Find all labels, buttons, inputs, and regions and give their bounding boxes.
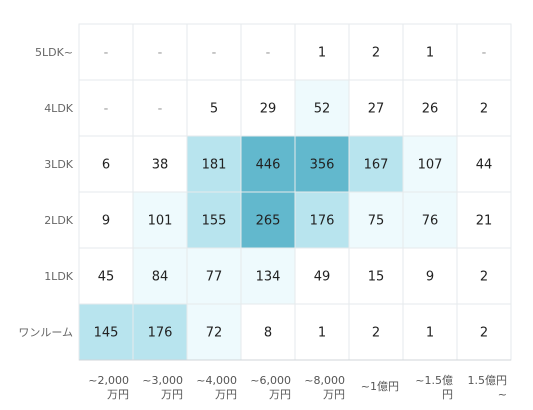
heatmap-cell: [294, 135, 350, 193]
column-label: ~4,000 万円: [196, 374, 237, 401]
heatmap-cell: [132, 79, 188, 137]
heatmap-cell: [132, 23, 188, 81]
row-label: 3LDK: [44, 158, 74, 171]
cell-value-label: 75: [368, 214, 385, 229]
heatmap-cell: [402, 135, 458, 193]
cell-value-label: 15: [368, 270, 385, 285]
heatmap-cell: [294, 303, 350, 361]
heatmap-cell: [456, 79, 512, 137]
cell-value-label: 29: [260, 102, 277, 117]
cell-value-label: -: [158, 46, 163, 61]
row-label: 1LDK: [44, 270, 74, 283]
heatmap-cell: [456, 23, 512, 81]
cell-value-label: 27: [368, 102, 385, 117]
cell-value-label: 155: [202, 214, 227, 229]
cell-value-label: 1: [426, 46, 434, 61]
heatmap-cell: [186, 23, 242, 81]
cell-value-label: 1: [318, 326, 326, 341]
cell-value-label: -: [158, 102, 163, 117]
heatmap-cell: [132, 135, 188, 193]
cell-value-label: 44: [476, 158, 493, 173]
column-label: ~1.5億円: [415, 374, 453, 401]
row-label: 2LDK: [44, 214, 74, 227]
cell-value-label: 52: [314, 102, 331, 117]
cell-value-label: -: [482, 46, 487, 61]
cell-value-label: 8: [264, 326, 272, 341]
heatmap-cell: [402, 303, 458, 361]
cell-value-label: -: [212, 46, 217, 61]
cell-value-label: 107: [418, 158, 443, 173]
heatmap-cell: [456, 135, 512, 193]
cell-value-label: 84: [152, 270, 169, 285]
cell-value-label: 101: [148, 214, 173, 229]
heatmap-cell: [240, 191, 296, 249]
cell-value-label: 26: [422, 102, 439, 117]
column-label: ~3,000 万円: [142, 374, 183, 401]
cell-value-label: 5: [210, 102, 218, 117]
heatmap-cell: [186, 191, 242, 249]
cell-value-label: 176: [148, 326, 173, 341]
cell-value-label: 265: [256, 214, 281, 229]
cell-value-label: 49: [314, 270, 331, 285]
heatmap-cell: [294, 247, 350, 305]
heatmap-cell: [348, 303, 404, 361]
cell-value-label: 2: [480, 102, 488, 117]
column-label: ~6,000 万円: [250, 374, 291, 401]
heatmap-cell: [186, 135, 242, 193]
cell-value-label: 176: [310, 214, 335, 229]
cell-value-label: -: [104, 102, 109, 117]
heatmap-cell: [456, 303, 512, 361]
cell-value-label: 45: [98, 270, 115, 285]
cell-value-label: 76: [422, 214, 439, 229]
cell-value-label: 21: [476, 214, 493, 229]
cell-value-label: 38: [152, 158, 169, 173]
cell-value-label: 181: [202, 158, 227, 173]
heatmap-cell: [456, 247, 512, 305]
heatmap-cell: [78, 135, 134, 193]
row-label: 4LDK: [44, 102, 74, 115]
cell-value-label: 2: [372, 326, 380, 341]
cell-value-label: 6: [102, 158, 110, 173]
heatmap-cell: [294, 191, 350, 249]
heatmap-cell: [348, 79, 404, 137]
cell-value-label: 9: [426, 270, 434, 285]
heatmap-cell: [402, 247, 458, 305]
cell-value-label: 2: [480, 326, 488, 341]
cell-value-label: 145: [94, 326, 119, 341]
cell-value-label: -: [104, 46, 109, 61]
cell-value-label: 134: [256, 270, 281, 285]
cell-value-label: 2: [372, 46, 380, 61]
cell-value-label: 356: [310, 158, 335, 173]
row-label: 5LDK~: [35, 46, 73, 59]
cell-value-label: 1: [318, 46, 326, 61]
column-label: ~8,000 万円: [304, 374, 345, 401]
heatmap-cell: [132, 303, 188, 361]
heatmap-cell: [402, 191, 458, 249]
cell-value-label: 9: [102, 214, 110, 229]
heatmap-cell: [78, 191, 134, 249]
cell-value-label: 167: [364, 158, 389, 173]
heatmap-cell: [186, 303, 242, 361]
cell-value-label: -: [266, 46, 271, 61]
column-label: ~2,000 万円: [88, 374, 129, 401]
heatmap-cell: [240, 135, 296, 193]
heatmap-cell: [78, 23, 134, 81]
cell-value-label: 446: [256, 158, 281, 173]
cell-value-label: 1: [426, 326, 434, 341]
cell-value-label: 77: [206, 270, 223, 285]
heatmap-cell: [348, 135, 404, 193]
heatmap-cell: [348, 23, 404, 81]
heatmap-cell: [240, 79, 296, 137]
column-label: 1.5億円~: [468, 374, 508, 401]
heatmap-cell: [240, 247, 296, 305]
column-label: ~1億円: [361, 380, 399, 393]
cell-value-label: 2: [480, 270, 488, 285]
row-label: ワンルーム: [18, 326, 73, 339]
cell-value-label: 72: [206, 326, 223, 341]
